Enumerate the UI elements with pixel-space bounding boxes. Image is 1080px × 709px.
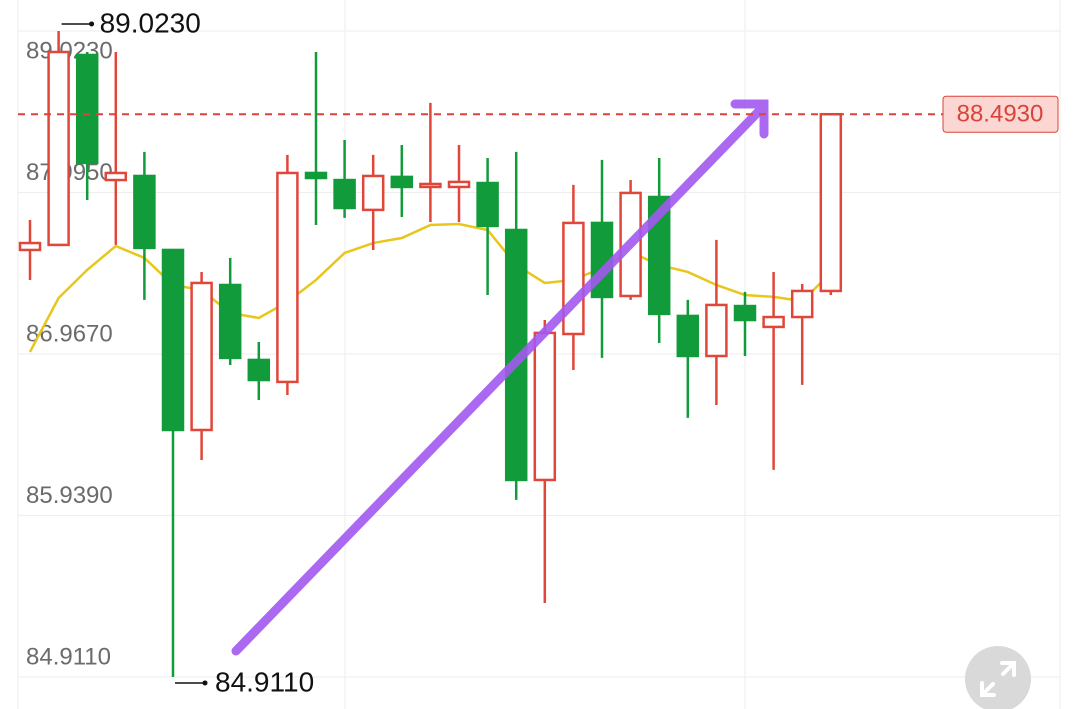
y-tick-label: 85.9390 [26, 482, 113, 509]
trend-arrow [231, 99, 769, 656]
low-marker-label: 84.9110 [215, 666, 314, 697]
candle-body [190, 281, 213, 432]
candle-body [104, 171, 128, 182]
overlay: 88.4930 89.0230 84.9110 [18, 7, 1059, 697]
candle-body [819, 112, 843, 293]
candle-body [705, 303, 728, 358]
expand-bg [965, 646, 1031, 709]
candle-body [533, 331, 557, 482]
candle-body [276, 171, 299, 384]
candle-body [161, 248, 185, 432]
candle-body [390, 175, 414, 189]
candle-body [75, 53, 99, 165]
candle-body [476, 181, 499, 228]
last-price-tag [942, 95, 1059, 133]
candle-body [419, 182, 442, 189]
candle-body [333, 178, 356, 210]
expand-button[interactable] [965, 646, 1031, 709]
candle-body [133, 174, 156, 250]
high-marker-dot [89, 21, 95, 27]
candle-body [562, 221, 585, 336]
candle-body [447, 180, 471, 189]
expand-icon [980, 661, 1016, 697]
candle-body [647, 195, 671, 316]
high-marker-label: 89.0230 [100, 7, 201, 38]
candle-body [304, 171, 328, 180]
low-marker-dot [202, 680, 208, 686]
candle-body [18, 241, 42, 252]
candle-body [218, 283, 242, 360]
last-price-label: 88.4930 [957, 101, 1044, 128]
candle-body [733, 304, 757, 322]
plot [18, 30, 843, 677]
candle-body [247, 358, 271, 382]
candle-body [361, 174, 385, 212]
candle-body [47, 50, 70, 247]
candle-body [790, 289, 814, 319]
arrow-head [730, 99, 769, 139]
candle-body [762, 315, 785, 329]
y-tick-label: 84.9110 [26, 643, 111, 670]
arrow-shaft [231, 105, 765, 656]
candle-body [676, 314, 700, 358]
